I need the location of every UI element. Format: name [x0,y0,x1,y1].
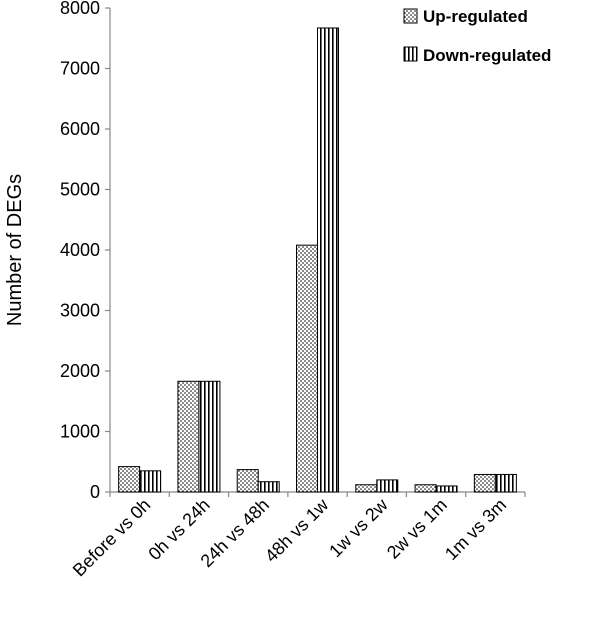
x-tick-label: 2w vs 1m [383,495,451,563]
y-tick-label: 1000 [60,422,100,442]
bar-down-1 [198,380,221,493]
y-tick-label: 2000 [60,361,100,381]
bar-up-6 [473,473,496,493]
legend-label-down: Down-regulated [423,46,551,65]
x-tick-label: 1w vs 2w [325,494,392,561]
x-tick-label: 48h vs 1w [261,494,333,566]
legend-label-up: Up-regulated [423,7,528,26]
y-tick-label: 4000 [60,240,100,260]
bar-up-0 [118,466,141,493]
bar-down-5 [435,485,458,493]
bar-up-4 [355,484,378,493]
y-tick-label: 8000 [60,0,100,18]
x-tick-label: 1m vs 3m [441,495,510,564]
legend: Up-regulated Down-regulated [403,7,551,65]
bar-down-4 [376,479,399,493]
y-axis-title: Number of DEGs [4,174,26,326]
bar-down-3 [317,27,339,493]
legend-swatch-up [403,8,418,24]
y-tick-label: 0 [90,482,100,502]
bar-up-3 [296,244,318,493]
legend-swatch-down [403,46,418,62]
y-tick-label: 6000 [60,119,100,139]
legend-item-up: Up-regulated [403,7,528,26]
y-tick-label: 3000 [60,301,100,321]
bar-up-1 [177,380,200,493]
bar-up-5 [414,484,437,493]
bar-up-2 [236,469,259,493]
x-tick-label: Before vs 0h [69,495,155,581]
y-tick-label: 7000 [60,59,100,79]
y-axis: 0 1000 2000 3000 4000 5000 6000 7000 8000 [60,0,111,502]
bar-down-2 [257,481,280,493]
legend-item-down: Down-regulated [403,46,551,65]
bar-down-6 [494,473,517,493]
bar-down-0 [139,470,162,493]
bars [118,27,517,493]
y-tick-label: 5000 [60,180,100,200]
